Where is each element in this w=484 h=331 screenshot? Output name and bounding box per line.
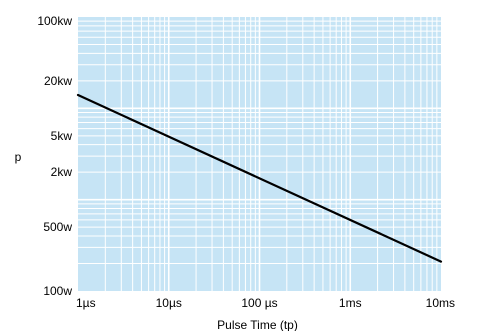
x-tick-label: 100 µs <box>241 296 277 310</box>
y-axis-label: p <box>15 150 22 164</box>
y-tick-label: 2kw <box>51 165 73 179</box>
gridlines <box>78 17 441 291</box>
y-tick-labels: 100kw 20kw 5kw 2kw 500w 100w <box>37 14 72 298</box>
x-tick-label: 10µs <box>156 296 182 310</box>
x-tick-label: 10ms <box>426 296 455 310</box>
y-tick-label: 20kw <box>44 74 72 88</box>
x-axis-label: Pulse Time (tp) <box>217 318 298 331</box>
series-layer <box>76 93 443 263</box>
x-tick-label: 1µs <box>76 296 96 310</box>
x-tick-label: 1ms <box>339 296 362 310</box>
series-line <box>76 93 443 263</box>
y-tick-label: 5kw <box>51 129 73 143</box>
y-tick-label: 500w <box>43 220 72 234</box>
x-tick-labels: 1µs 10µs 100 µs 1ms 10ms <box>76 296 455 310</box>
y-tick-label: 100kw <box>37 14 72 28</box>
y-tick-label: 100w <box>43 284 72 298</box>
